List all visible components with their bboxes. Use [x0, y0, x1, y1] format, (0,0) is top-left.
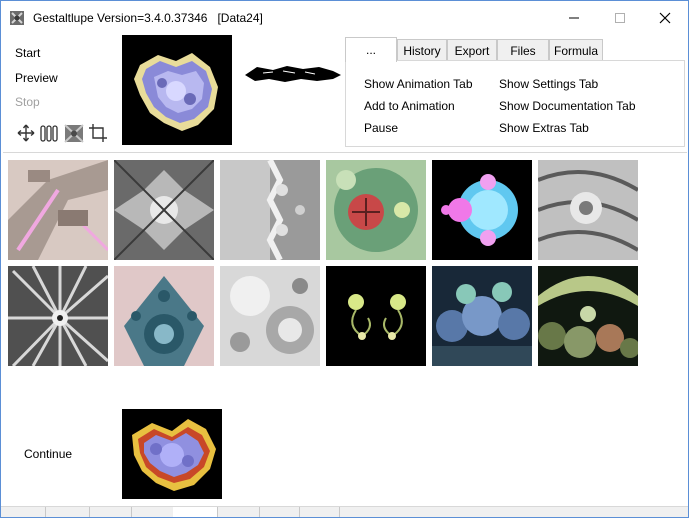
tab-files-label: Files [510, 43, 536, 58]
fractal-preview [122, 35, 232, 145]
show-animation-tab-button[interactable]: Show Animation Tab [364, 77, 473, 91]
gallery-thumbnail[interactable] [220, 160, 320, 260]
gallery-thumbnail[interactable] [220, 266, 320, 366]
gallery-thumbnail[interactable] [538, 160, 638, 260]
tab-more[interactable]: ... [345, 37, 397, 62]
show-settings-tab-button[interactable]: Show Settings Tab [499, 77, 599, 91]
maximize-button[interactable] [597, 1, 643, 35]
pause-button[interactable]: Pause [364, 121, 399, 135]
status-segment [217, 507, 260, 517]
tab-files[interactable]: Files [497, 39, 549, 61]
fractal-icon[interactable] [64, 123, 84, 143]
status-segment [1, 507, 46, 517]
gallery-thumbnail[interactable] [8, 266, 108, 366]
title-bar[interactable]: Gestaltlupe Version=3.4.0.37346 [Data24] [1, 1, 688, 35]
app-icon [10, 11, 24, 25]
status-segment [131, 507, 174, 517]
tab-export-label: Export [454, 43, 490, 58]
status-segment [89, 507, 132, 517]
status-segment [173, 507, 218, 517]
crop-icon[interactable] [88, 123, 108, 143]
status-segment [299, 507, 340, 517]
gallery-divider [3, 152, 687, 153]
continue-preview [122, 409, 222, 499]
tab-formula-label: Formula [553, 43, 598, 58]
tab-formula[interactable]: Formula [549, 39, 603, 61]
gallery-thumbnail[interactable] [326, 160, 426, 260]
tab-export[interactable]: Export [447, 39, 497, 61]
preview-button[interactable]: Preview [15, 71, 58, 85]
gallery-thumbnail[interactable] [538, 266, 638, 366]
gallery-thumbnail[interactable] [8, 160, 108, 260]
tab-panel: Show Animation Tab Add to Animation Paus… [345, 60, 685, 147]
show-extras-tab-button[interactable]: Show Extras Tab [499, 121, 589, 135]
gallery-thumbnail[interactable] [432, 266, 532, 366]
fractal-silhouette [243, 61, 343, 87]
start-button[interactable]: Start [15, 46, 41, 60]
continue-button[interactable]: Continue [24, 447, 73, 461]
close-button[interactable] [642, 1, 688, 35]
stop-button[interactable]: Stop [15, 95, 40, 109]
window-title: Gestaltlupe Version=3.4.0.37346 [Data24] [33, 11, 263, 25]
minimize-button[interactable] [551, 1, 597, 35]
tab-history[interactable]: History [397, 39, 447, 61]
status-segment [45, 507, 90, 517]
columns-icon[interactable] [39, 123, 59, 143]
tab-history-label: History [403, 43, 441, 58]
status-segment [259, 507, 300, 517]
move-icon[interactable] [16, 123, 36, 143]
status-bar [1, 506, 688, 517]
gallery-thumbnail[interactable] [114, 160, 214, 260]
show-documentation-tab-button[interactable]: Show Documentation Tab [499, 99, 636, 113]
add-to-animation-button[interactable]: Add to Animation [364, 99, 455, 113]
tab-more-label: ... [365, 43, 376, 57]
gallery-thumbnail[interactable] [326, 266, 426, 366]
gallery-thumbnail[interactable] [432, 160, 532, 260]
gallery-thumbnail[interactable] [114, 266, 214, 366]
